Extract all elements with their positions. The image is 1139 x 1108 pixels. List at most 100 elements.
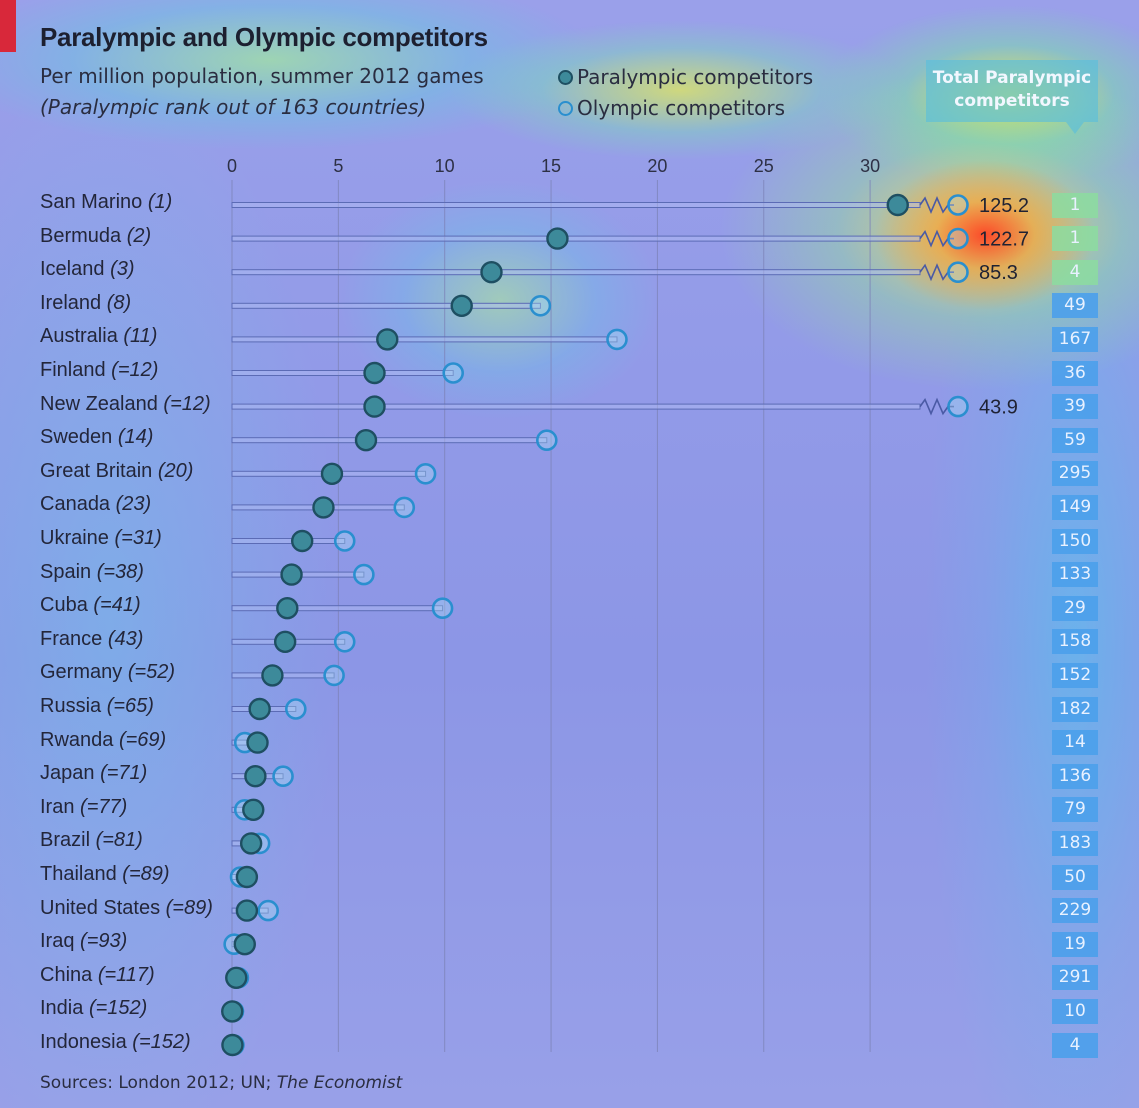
country-name: San Marino <box>40 191 148 213</box>
x-tick-label: 20 <box>647 156 667 176</box>
total-paralympic-cell: 182 <box>1052 696 1098 722</box>
country-name: Brazil <box>40 829 96 852</box>
country-label: Brazil (=81) <box>40 829 143 852</box>
paralympic-point <box>248 697 271 721</box>
olympic-point <box>529 294 552 317</box>
olympic-point <box>393 496 416 519</box>
olympic-point <box>431 597 454 620</box>
paralympic-rank: (23) <box>115 493 152 516</box>
total-paralympic-cell: 1 <box>1052 192 1098 218</box>
paralympic-point <box>320 462 344 485</box>
legend-olympic-label: Olympic competitors <box>577 96 786 120</box>
paralympic-point <box>363 361 386 385</box>
country-label: New Zealand (=12) <box>40 393 211 416</box>
country-name: Australia <box>40 325 124 348</box>
country-name: Cuba <box>40 594 94 617</box>
paralympic-rank: (3) <box>110 258 135 281</box>
paralympic-point <box>546 227 569 250</box>
country-label: Thailand (=89) <box>40 863 170 886</box>
country-label: Cuba (=41) <box>40 594 141 617</box>
paralympic-rank: (=117) <box>97 963 155 986</box>
legend-paralympic-label: Paralympic competitors <box>577 65 814 89</box>
olympic-point <box>257 899 279 922</box>
country-name: Thailand <box>40 863 123 885</box>
total-paralympic-cell: 1 <box>1052 226 1098 252</box>
paralympic-point <box>239 832 263 855</box>
paralympic-point <box>376 328 399 351</box>
total-paralympic-cell: 152 <box>1052 662 1098 688</box>
source-note: Sources: London 2012; UN; The Economist <box>40 1073 402 1093</box>
row-bar <box>231 538 346 544</box>
paralympic-point <box>242 798 265 821</box>
country-label: Iraq (=93) <box>40 930 127 953</box>
row-bar <box>231 235 921 242</box>
paralympic-point <box>225 966 248 989</box>
paralympic-point <box>221 1033 244 1057</box>
country-name: China <box>40 963 98 986</box>
olympic-value-label: 125.2 <box>979 195 1029 217</box>
total-paralympic-cell: 19 <box>1052 931 1098 957</box>
row-bar <box>231 302 541 309</box>
x-tick-label: 30 <box>860 156 880 176</box>
country-name: Indonesia <box>40 1031 133 1053</box>
country-label: Ukraine (=31) <box>40 527 162 550</box>
paralympic-point <box>886 193 909 217</box>
total-paralympic-cell: 167 <box>1052 326 1098 352</box>
paralympic-rank: (=89) <box>165 896 213 919</box>
total-paralympic-cell: 39 <box>1052 394 1098 420</box>
olympic-point <box>323 664 345 687</box>
paralympic-rank: (=71) <box>100 762 148 785</box>
country-name: France <box>40 627 108 650</box>
country-label: Germany (=52) <box>40 661 175 684</box>
country-label: China (=117) <box>40 964 155 987</box>
paralympic-point <box>450 294 473 317</box>
brand-tab <box>0 0 16 52</box>
paralympic-rank: (=152) <box>132 1031 191 1053</box>
row-bar <box>231 437 548 444</box>
total-paralympic-cell: 29 <box>1052 595 1098 621</box>
olympic-point <box>947 395 969 418</box>
paralympic-rank: (=93) <box>80 930 128 953</box>
country-name: Sweden <box>40 426 118 449</box>
chart-subtitle-rank-note: (Paralympic rank out of 163 countries) <box>40 95 427 119</box>
paralympic-rank: (1) <box>147 191 173 213</box>
olympic-value-label: 43.9 <box>979 397 1018 419</box>
paralympic-rank: (14) <box>117 426 154 449</box>
x-tick-label: 5 <box>333 156 343 176</box>
paralympic-rank: (=12) <box>163 392 211 415</box>
total-paralympic-cell: 150 <box>1052 528 1098 554</box>
olympic-point <box>947 194 969 216</box>
paralympic-rank: (=89) <box>122 863 170 885</box>
country-name: Bermuda <box>40 224 127 247</box>
country-label: Finland (=12) <box>40 359 158 382</box>
olympic-point <box>606 328 628 351</box>
country-label: United States (=89) <box>40 897 213 920</box>
paralympic-point <box>233 933 256 956</box>
country-name: New Zealand <box>40 392 164 415</box>
paralympic-rank: (=41) <box>93 594 141 617</box>
paralympic-point <box>246 731 269 754</box>
country-label: Russia (=65) <box>40 695 154 718</box>
paralympic-point <box>244 765 267 788</box>
country-label: Canada (23) <box>40 493 151 516</box>
row-bar <box>231 336 618 343</box>
total-paralympic-cell: 10 <box>1052 998 1098 1024</box>
total-paralympic-cell: 79 <box>1052 797 1098 823</box>
paralympic-point <box>354 429 378 452</box>
total-paralympic-cell: 133 <box>1052 562 1098 588</box>
country-label: Iceland (3) <box>40 258 135 281</box>
country-label: Rwanda (=69) <box>40 729 166 752</box>
country-name: Germany <box>40 661 128 684</box>
country-label: Ireland (8) <box>40 292 131 315</box>
source-publication: The Economist <box>276 1073 403 1093</box>
olympic-point <box>272 765 294 788</box>
paralympic-rank: (11) <box>123 325 158 348</box>
olympic-point <box>353 563 375 586</box>
country-label: France (43) <box>40 628 143 651</box>
country-name: Japan <box>40 762 101 785</box>
legend-paralympic: Paralympic competitors <box>558 65 813 89</box>
x-tick-label: 25 <box>754 156 774 176</box>
country-name: Spain <box>40 560 97 583</box>
country-label: Indonesia (=152) <box>40 1031 191 1054</box>
